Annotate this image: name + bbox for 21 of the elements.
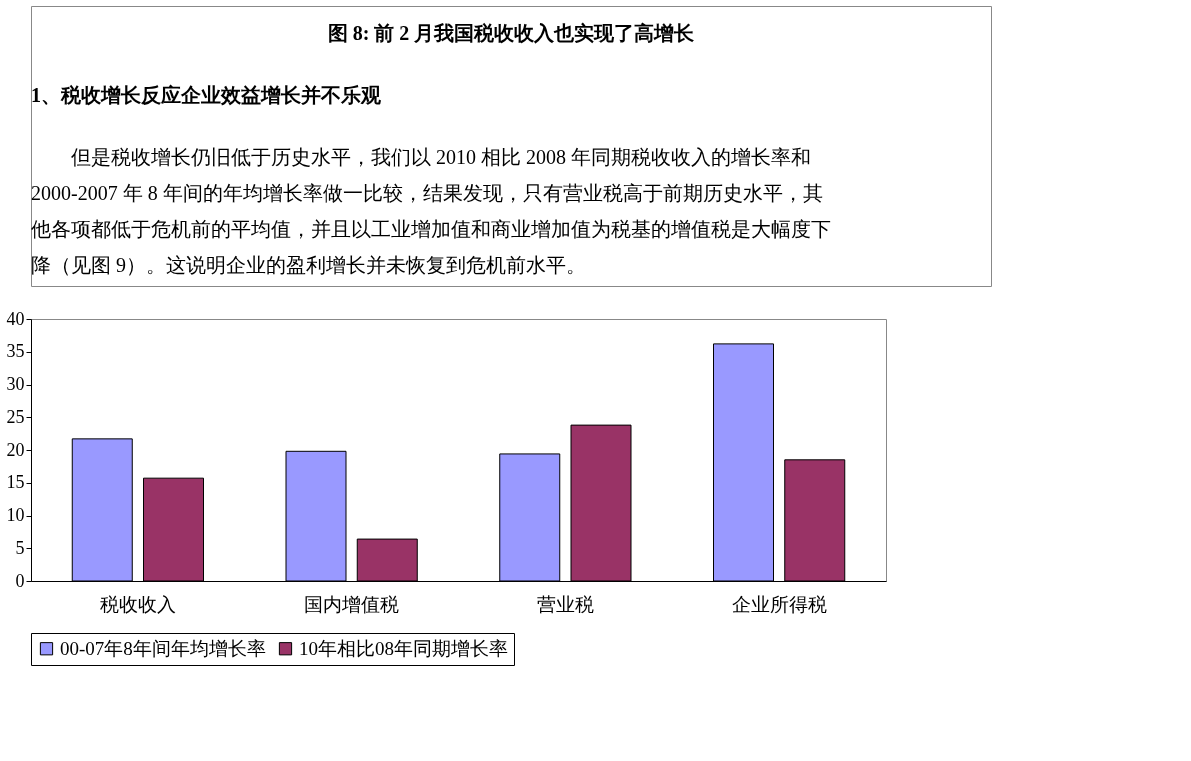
x-tick-label: 税收收入 bbox=[99, 593, 176, 615]
y-tick-label: 15 bbox=[6, 472, 25, 493]
x-tick-label: 国内增值税 bbox=[304, 593, 400, 615]
x-tick-label: 企业所得税 bbox=[731, 593, 827, 615]
x-tick-label: 营业税 bbox=[536, 593, 594, 615]
y-tick-label: 10 bbox=[6, 505, 25, 525]
legend-label: 10年相比08年同期增长率 bbox=[299, 637, 508, 659]
y-tick-label: 35 bbox=[6, 341, 25, 362]
text: 1、税收增长反应企业效益增长并不乐观 bbox=[31, 84, 382, 106]
caption: 图 8: 前 2 月我国税收收入也实现了高增长 bbox=[327, 22, 696, 44]
text: 降（见图 9）。这说明企业的盈利增长并未恢复到危机前水平。 bbox=[31, 254, 586, 276]
text: 但是税收增长仍旧低于历史水平，我们以 2010 相比 2008 年同期税收收入的增长率和 bbox=[71, 146, 811, 168]
y-tick-label: 25 bbox=[6, 406, 25, 427]
text: 他各项都低于危机前的平均值，并且以工业增加值和商业增加值为税基的增值税是大幅度下 bbox=[31, 218, 831, 240]
y-tick-label: 40 bbox=[6, 308, 25, 329]
y-tick-label: 0 bbox=[15, 570, 25, 591]
y-tick-label: 20 bbox=[6, 439, 25, 460]
y-tick-label: 5 bbox=[15, 537, 25, 558]
legend-label: 00-07年8年间年均增长率 bbox=[60, 637, 266, 659]
y-tick-label: 30 bbox=[6, 374, 25, 394]
text: 2000-2007 年 8 年间的年均增长率做一比较，结果发现，只有营业税高于前期历史水平，其 bbox=[31, 182, 823, 204]
